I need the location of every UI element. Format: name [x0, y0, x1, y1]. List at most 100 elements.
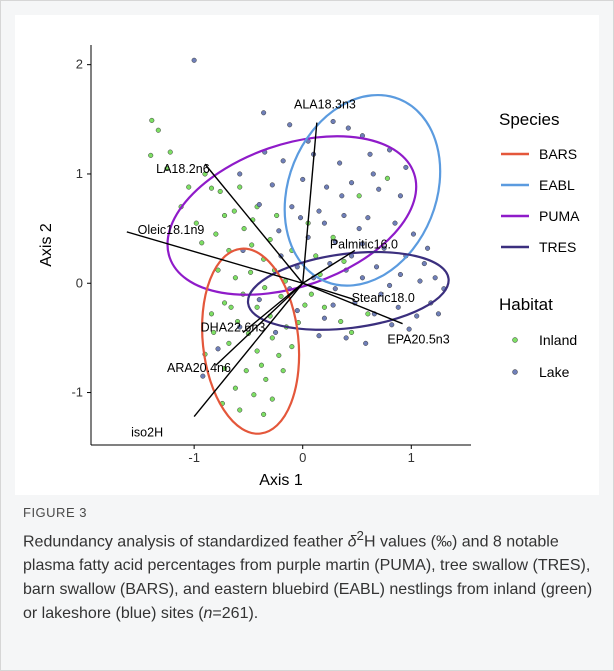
inland-point: [243, 368, 249, 374]
inland-point: [276, 352, 282, 358]
lake-point: [261, 110, 267, 116]
inland-point: [149, 117, 155, 123]
lake-point: [365, 215, 371, 221]
inland-point: [237, 184, 243, 190]
species-legend-label: PUMA: [539, 208, 580, 224]
ellipse-eabl: [283, 93, 442, 287]
lake-point: [287, 122, 293, 128]
lake-point: [435, 311, 441, 317]
habitat-legend-title: Habitat: [499, 295, 553, 314]
lake-point: [414, 313, 420, 319]
caption-text-part-2: H values (‰) and 8 notable plasma fatty …: [23, 533, 593, 623]
lake-point: [332, 239, 338, 245]
inland-point: [269, 335, 275, 341]
lake-point: [410, 231, 417, 237]
rda-biplot: -1 0 1 -1 0 1 2 Axis 1 Axis 2 iso2H ARA20.4n6 DHA22…: [38, 45, 580, 489]
caption-text-part-1: Redundancy analysis of standardized feat…: [23, 533, 348, 551]
vector-line: [204, 163, 304, 284]
species-legend-label: EABL: [539, 177, 575, 193]
inland-point: [249, 242, 255, 248]
lake-point: [389, 322, 395, 328]
inland-point: [274, 212, 280, 219]
inland-point: [258, 362, 265, 368]
lake-point: [316, 333, 322, 339]
lake-point: [269, 182, 275, 188]
lake-point: [300, 176, 306, 182]
lake-point: [256, 297, 262, 303]
lake-point: [376, 186, 382, 192]
vector-label: DHA22.6n3: [201, 320, 266, 334]
lake-point: [237, 324, 243, 330]
lake-point: [273, 329, 279, 335]
inland-point: [215, 267, 221, 273]
vector-line: [193, 282, 304, 418]
lake-point: [337, 160, 343, 166]
vector-line: [302, 249, 356, 284]
lake-point: [397, 271, 403, 278]
lake-point: [387, 282, 393, 288]
inland-point: [164, 165, 170, 172]
inland-point: [278, 293, 284, 299]
lake-point: [406, 326, 412, 332]
inland-point: [232, 275, 238, 281]
lake-point: [381, 245, 387, 251]
inland-point: [338, 318, 344, 325]
inland-point: [228, 304, 234, 310]
inland-point: [251, 392, 257, 398]
inland-point: [261, 411, 267, 417]
vector-label: Palmitic16.0: [330, 237, 398, 251]
lake-point: [332, 286, 338, 292]
ellipse-bars: [201, 247, 301, 435]
inland-point: [269, 396, 275, 402]
lake-point: [191, 57, 197, 63]
inland-point: [330, 234, 336, 240]
inland-point: [221, 365, 228, 372]
inland-point: [193, 220, 199, 226]
lake-point: [432, 275, 438, 281]
x-tick-label: 1: [408, 450, 415, 465]
inland-point: [267, 236, 273, 243]
inland-point: [213, 231, 219, 237]
inland-point: [262, 285, 268, 291]
lake-point: [276, 228, 282, 234]
inland-point: [199, 240, 205, 246]
lake-point: [200, 373, 206, 379]
inland-point: [241, 226, 247, 232]
n-symbol: n: [203, 605, 213, 623]
ellipse-tres: [246, 250, 450, 331]
lake-point: [392, 220, 398, 226]
inland-point: [217, 188, 223, 194]
lake-point: [297, 215, 304, 221]
vector-label: LA18.2n6: [156, 162, 210, 176]
inland-point: [202, 171, 208, 177]
inland-point: [248, 269, 254, 275]
lake-point: [321, 220, 327, 226]
delta-symbol: δ: [347, 533, 357, 551]
figure-caption: FIGURE 3 Redundancy analysis of standard…: [23, 505, 593, 626]
habitat-legend-key: [512, 337, 518, 343]
inland-point: [232, 385, 238, 391]
vector-line: [242, 282, 304, 333]
lake-point: [363, 340, 369, 346]
caption-text: Redundancy analysis of standardized feat…: [23, 524, 593, 626]
caption-text-part-3: =261).: [212, 605, 259, 623]
lake-point: [330, 118, 336, 125]
inland-point: [186, 184, 192, 190]
vector-label: Stearic18.0: [352, 291, 415, 305]
inland-point: [302, 302, 308, 308]
figure-label: FIGURE 3: [23, 505, 87, 520]
vector-label: Oleic18.1n9: [138, 223, 205, 237]
lake-point: [359, 241, 365, 247]
inland-point: [235, 318, 241, 325]
inland-point: [221, 212, 228, 219]
vector-line: [302, 122, 318, 284]
lake-point: [341, 212, 347, 219]
y-tick-label: -1: [71, 385, 83, 400]
habitat-legend-key: [512, 369, 518, 375]
lake-point: [330, 302, 336, 308]
vector-line: [302, 282, 356, 301]
inland-point: [308, 291, 314, 297]
vector-label: iso2H: [131, 425, 163, 439]
y-tick-label: 1: [76, 166, 83, 181]
